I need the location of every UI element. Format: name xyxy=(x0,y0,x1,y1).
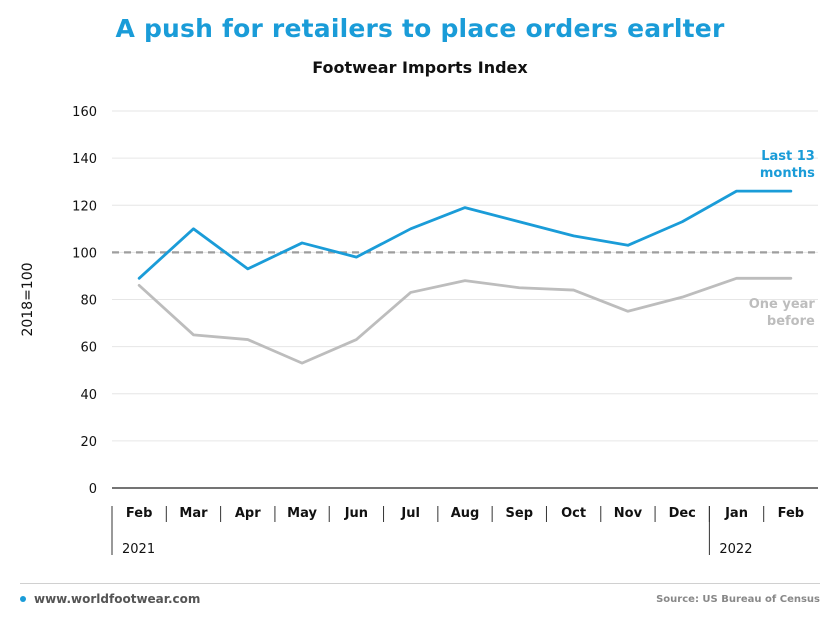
series-line-last-13-months xyxy=(137,189,793,280)
y-tick-label-60: 60 xyxy=(80,341,97,356)
series-label-one-year-before-line-1: before xyxy=(767,314,815,329)
chart-subtitle: Footwear Imports Index xyxy=(312,58,528,77)
y-tick-label-140: 140 xyxy=(72,152,97,167)
x-tick-label-nov-9: Nov xyxy=(614,506,643,521)
y-tick-label-100: 100 xyxy=(72,246,97,261)
chart-title: A push for retailers to place orders ear… xyxy=(115,14,725,43)
x-tick-label-aug-6: Aug xyxy=(451,506,480,521)
y-tick-label-20: 20 xyxy=(80,435,97,450)
x-tick-label-mar-1: Mar xyxy=(179,506,208,521)
x-tick-label-may-3: May xyxy=(287,506,317,521)
y-axis-label: 2018=100 xyxy=(20,262,36,336)
series-line-one-year-before xyxy=(137,276,793,365)
x-tick-label-jul-5: Jul xyxy=(400,506,420,521)
x-tick-label-jan-11: Jan xyxy=(724,506,748,521)
x-tick-label-feb-0: Feb xyxy=(126,506,152,521)
x-tick-label-jun-4: Jun xyxy=(344,506,368,521)
series-label-one-year-before-line-0: One year xyxy=(749,297,816,312)
y-tick-label-40: 40 xyxy=(80,388,97,403)
x-tick-label-feb-12: Feb xyxy=(778,506,804,521)
series-label-last-13-months-line-0: Last 13 xyxy=(761,149,815,164)
footer-website[interactable]: www.worldfootwear.com xyxy=(20,592,200,606)
x-tick-label-apr-2: Apr xyxy=(235,506,261,521)
y-tick-label-80: 80 xyxy=(80,294,97,309)
year-label-2022: 2022 xyxy=(719,542,752,557)
x-tick-label-sep-7: Sep xyxy=(506,506,534,521)
source-note: Source: US Bureau of Census xyxy=(656,594,820,605)
year-label-2021: 2021 xyxy=(122,542,155,557)
line-chart: 0 20 40 60 80 100 120 140 160 2018=100 Feb Mar Apr Ma… xyxy=(20,105,818,557)
series-label-last-13-months-line-1: months xyxy=(760,166,815,181)
footer-divider xyxy=(20,583,820,584)
website-link[interactable]: www.worldfootwear.com xyxy=(34,592,201,606)
y-tick-label-160: 160 xyxy=(72,105,97,120)
y-tick-label-0: 0 xyxy=(89,482,97,497)
y-tick-label-120: 120 xyxy=(72,199,97,214)
x-tick-label-oct-8: Oct xyxy=(561,506,586,521)
x-tick-label-dec-10: Dec xyxy=(669,506,696,521)
bullet-dot-icon xyxy=(20,596,26,602)
